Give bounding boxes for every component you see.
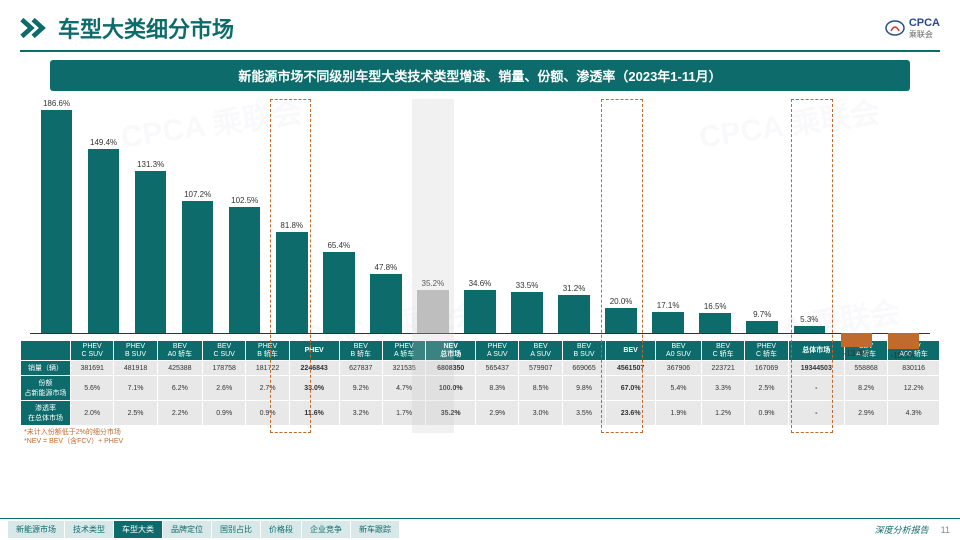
bar-16: 5.3% xyxy=(787,99,832,333)
tab-2[interactable]: 车型大类 xyxy=(114,521,162,538)
tab-6[interactable]: 企业竞争 xyxy=(302,521,350,538)
page-title: 车型大类细分市场 xyxy=(58,12,234,44)
bar-12: 20.0% xyxy=(599,99,644,333)
footer-label: 深度分析报告 xyxy=(875,523,929,536)
bar-0: 186.6% xyxy=(34,99,79,333)
bar-10: 33.5% xyxy=(504,99,549,333)
tab-7[interactable]: 新车跟踪 xyxy=(351,521,399,538)
bar-2: 131.3% xyxy=(128,99,173,333)
bar-18: -15.9% xyxy=(881,99,926,333)
bar-7: 47.8% xyxy=(363,99,408,333)
bar-17: -13.9% xyxy=(834,99,879,333)
footnotes: *未计入份额低于2%的细分市场 *NEV = BEV（含FCV）+ PHEV xyxy=(24,428,936,446)
bar-5: 81.8% xyxy=(269,99,314,333)
bar-4: 102.5% xyxy=(222,99,267,333)
nav-tabs: 新能源市场技术类型车型大类品牌定位国别占比价格段企业竞争新车跟踪 xyxy=(8,521,399,538)
bar-6: 65.4% xyxy=(316,99,361,333)
tab-5[interactable]: 价格段 xyxy=(261,521,301,538)
logo: CPCA乘联会 xyxy=(885,17,940,40)
tab-1[interactable]: 技术类型 xyxy=(65,521,113,538)
bar-8: 35.2% xyxy=(410,99,455,333)
chevron-icon xyxy=(20,17,48,39)
title-underline xyxy=(20,50,940,52)
tab-3[interactable]: 品牌定位 xyxy=(163,521,211,538)
data-table: PHEVC SUVPHEVB SUVBEVA0 轿车BEVC SUVPHEVB … xyxy=(20,340,940,426)
footer: 新能源市场技术类型车型大类品牌定位国别占比价格段企业竞争新车跟踪 深度分析报告 … xyxy=(0,518,960,540)
bar-chart: 186.6%149.4%131.3%107.2%102.5%81.8%65.4%… xyxy=(30,99,930,334)
bar-3: 107.2% xyxy=(175,99,220,333)
tab-4[interactable]: 国别占比 xyxy=(212,521,260,538)
bar-13: 17.1% xyxy=(646,99,691,333)
bar-14: 16.5% xyxy=(693,99,738,333)
bar-15: 9.7% xyxy=(740,99,785,333)
subtitle: 新能源市场不同级别车型大类技术类型增速、销量、份额、渗透率（2023年1-11月… xyxy=(50,60,910,91)
bar-9: 34.6% xyxy=(457,99,502,333)
bar-11: 31.2% xyxy=(552,99,597,333)
tab-0[interactable]: 新能源市场 xyxy=(8,521,64,538)
header: 车型大类细分市场 CPCA乘联会 xyxy=(0,0,960,50)
bar-1: 149.4% xyxy=(81,99,126,333)
page-number: 11 xyxy=(941,525,950,535)
